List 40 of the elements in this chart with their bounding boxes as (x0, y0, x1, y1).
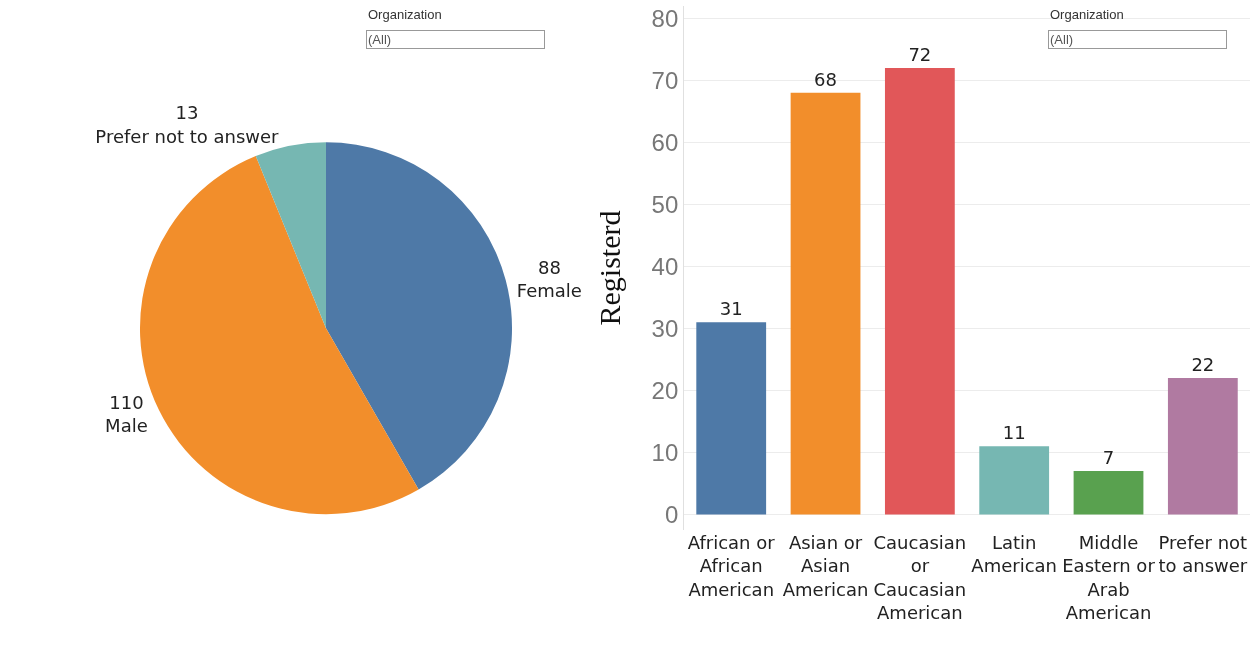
data-label: 22 (1191, 354, 1215, 376)
pie-slice (326, 142, 512, 490)
bar (790, 92, 861, 515)
text: (All) (368, 32, 543, 47)
y-tick-label: 80 (651, 4, 679, 32)
pie-slice (255, 142, 326, 329)
annotation: (All) (1050, 32, 1225, 47)
bar (1073, 471, 1144, 515)
x-tick-label: Asian or Asian American (782, 532, 869, 600)
data-label: 68 (814, 68, 837, 90)
x-tick-label: Latin American (971, 532, 1058, 577)
y-tick-label: 30 (651, 314, 679, 342)
y-tick-label: 0 (664, 500, 679, 528)
slice-label: Female (516, 280, 582, 302)
data-label: 88 (537, 256, 561, 278)
x-tick-label: Middle Eastern or Arab American (1062, 532, 1156, 624)
y-tick-label: 40 (651, 252, 679, 280)
data-label: 13 (175, 102, 199, 124)
bar (884, 68, 955, 515)
bar (1167, 378, 1238, 515)
data-label: 11 (1002, 422, 1026, 444)
slice-label: Male (105, 415, 148, 437)
data-label: 110 (109, 391, 144, 413)
y-tick-label: 60 (651, 128, 679, 156)
y-axis-title: Registerd (592, 210, 626, 326)
x-tick-label: Caucasian or Caucasian American (873, 532, 967, 624)
data-label: 72 (908, 44, 932, 66)
bar (696, 322, 767, 515)
bar (979, 446, 1050, 515)
y-tick-label: 50 (651, 190, 679, 218)
y-tick-label: 20 (651, 376, 679, 404)
text: Organization (368, 7, 442, 22)
x-tick-label: African or African American (687, 532, 776, 600)
x-tick-label: Prefer not to answer (1158, 532, 1248, 577)
data-label: 7 (1102, 447, 1115, 469)
y-tick-label: 10 (651, 438, 679, 466)
slice-label: Prefer not to answer (95, 125, 280, 147)
data-label: 31 (719, 298, 743, 320)
annotation: Organization (1050, 7, 1124, 22)
y-tick-label: 70 (651, 66, 679, 94)
